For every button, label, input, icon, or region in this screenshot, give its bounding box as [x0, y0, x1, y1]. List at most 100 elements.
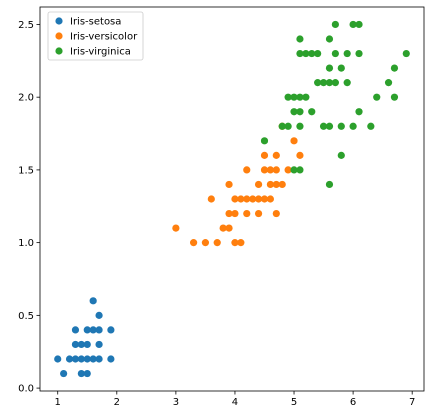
- data-point: [201, 239, 210, 247]
- data-point: [266, 180, 274, 189]
- y-tick-label: 1.0: [18, 238, 34, 249]
- data-point: [266, 166, 274, 174]
- data-point: [65, 355, 74, 363]
- data-point: [225, 180, 233, 189]
- data-point: [384, 79, 393, 87]
- axes-frame: [39, 6, 425, 392]
- data-point: [296, 108, 304, 116]
- data-point: [349, 20, 357, 29]
- data-point: [337, 151, 345, 159]
- data-point: [331, 49, 339, 58]
- x-tick-label: 7: [409, 397, 415, 408]
- data-point: [331, 79, 339, 87]
- data-point: [272, 166, 280, 174]
- data-point: [219, 224, 227, 232]
- data-point: [278, 122, 286, 130]
- data-point: [290, 93, 298, 101]
- data-point: [249, 195, 257, 203]
- data-point: [107, 355, 115, 363]
- data-point: [355, 108, 363, 116]
- data-point: [296, 93, 304, 101]
- data-point: [296, 166, 304, 174]
- data-point: [319, 79, 328, 87]
- data-point: [243, 195, 251, 203]
- data-point: [367, 122, 375, 130]
- data-point: [296, 122, 304, 130]
- data-point: [325, 122, 334, 130]
- data-point: [190, 239, 198, 247]
- data-point: [337, 122, 345, 130]
- data-point: [325, 35, 334, 43]
- y-tick-label: 2.5: [18, 20, 34, 31]
- data-point: [260, 151, 269, 159]
- data-point: [89, 297, 97, 305]
- data-point: [77, 340, 85, 349]
- data-point: [243, 209, 251, 218]
- x-tick-label: 6: [350, 397, 356, 408]
- data-point: [89, 355, 97, 363]
- data-point: [231, 239, 239, 247]
- data-point: [284, 122, 292, 130]
- data-point: [225, 209, 233, 218]
- legend-box: [47, 11, 144, 61]
- data-point: [71, 355, 80, 363]
- data-point: [95, 326, 103, 334]
- data-point: [260, 137, 269, 145]
- x-tick-label: 3: [173, 397, 179, 408]
- data-point: [60, 369, 68, 378]
- legend-marker: [55, 32, 63, 40]
- data-point: [254, 180, 263, 189]
- data-point: [272, 151, 280, 159]
- data-point: [266, 195, 274, 203]
- x-tick-label: 1: [55, 397, 61, 408]
- x-tick-label: 5: [291, 397, 297, 408]
- data-point: [355, 49, 363, 58]
- data-point: [349, 122, 357, 130]
- data-point: [77, 369, 85, 378]
- data-point: [325, 64, 334, 72]
- y-tick-label: 0.0: [18, 384, 34, 395]
- data-point: [83, 369, 91, 378]
- data-point: [284, 166, 292, 174]
- data-point: [254, 195, 263, 203]
- data-point: [296, 151, 304, 159]
- data-point: [237, 195, 245, 203]
- data-point: [254, 209, 263, 218]
- data-point: [284, 93, 292, 101]
- data-point: [290, 166, 298, 174]
- plot-area: [40, 7, 424, 391]
- data-point: [231, 209, 239, 218]
- legend: Iris-setosa Iris-versicolor Iris-virginica: [47, 11, 144, 61]
- data-point: [71, 326, 80, 334]
- data-point: [243, 166, 251, 174]
- data-point: [302, 49, 310, 58]
- data-point: [213, 239, 221, 247]
- data-point: [260, 195, 269, 203]
- data-point: [290, 108, 298, 116]
- data-point: [296, 49, 304, 58]
- data-point: [95, 340, 103, 349]
- data-point: [83, 326, 91, 334]
- legend-label: Iris-virginica: [70, 47, 131, 58]
- data-point: [172, 224, 180, 232]
- data-point: [337, 64, 345, 72]
- data-point: [89, 326, 97, 334]
- data-point: [355, 20, 363, 29]
- data-point: [260, 166, 269, 174]
- y-tick-label: 0.5: [18, 311, 34, 322]
- series-1-points: [54, 297, 115, 378]
- data-point: [71, 340, 80, 349]
- data-point: [272, 180, 280, 189]
- data-point: [314, 79, 322, 87]
- data-point: [77, 355, 85, 363]
- data-point: [207, 195, 215, 203]
- data-point: [402, 49, 410, 58]
- data-point: [390, 64, 399, 72]
- series-3-points: [260, 20, 410, 189]
- legend-label: Iris-versicolor: [70, 32, 138, 43]
- data-point: [107, 326, 115, 334]
- data-point: [343, 79, 351, 87]
- data-point: [308, 49, 316, 58]
- data-point: [308, 108, 316, 116]
- series-2-points: [172, 122, 304, 247]
